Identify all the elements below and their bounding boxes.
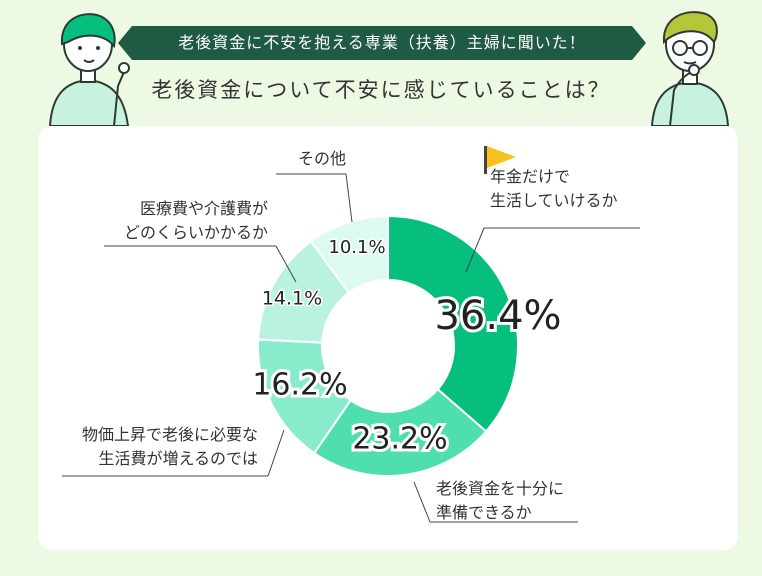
- category-label-4-line-2: どのくらいかかるか: [124, 223, 268, 242]
- slice-value-label-2: 23.2%: [352, 422, 447, 457]
- slice-value-label-1: 36.4%: [434, 293, 561, 339]
- category-label-1-line-1: 年金だけで: [490, 167, 570, 186]
- leader-line-4: [275, 245, 297, 283]
- banner-text: 老後資金に不安を抱える専業（扶養）主婦に聞いた！: [178, 33, 586, 52]
- leader-line-2: [413, 481, 431, 523]
- flag-pole: [484, 146, 487, 174]
- woman-illustration-icon: [48, 13, 130, 126]
- category-label-2-line-2: 準備できるか: [436, 503, 532, 522]
- category-label-2-line-1: 老後資金を十分に: [436, 479, 564, 498]
- category-label-3-line-2: 生活費が増えるのでは: [98, 449, 258, 468]
- slice-value-label-5: 10.1%: [328, 237, 385, 258]
- man-illustration-icon: [650, 11, 730, 126]
- chart-card: [38, 126, 738, 550]
- leader-line-1: [465, 227, 485, 273]
- leader-line-5: [345, 173, 353, 223]
- donut-slice-5: [309, 214, 389, 295]
- slice-value-label-4: 14.1%: [262, 288, 322, 310]
- category-label-4-line-1: 医療費や介護費が: [140, 199, 268, 218]
- flag-icon: [484, 146, 516, 174]
- leader-line-3: [267, 429, 285, 477]
- banner-ribbon: [118, 26, 646, 60]
- category-label-3-line-1: 物価上昇で老後に必要な: [82, 425, 258, 444]
- category-label-5-line-1: その他: [298, 149, 346, 168]
- flag-banner: [487, 146, 516, 168]
- donut-slice-2: [312, 387, 488, 477]
- donut-slice-1: [387, 214, 519, 433]
- slice-value-label-3: 16.2%: [252, 368, 347, 403]
- survey-banner: 老後資金に不安を抱える専業（扶養）主婦に聞いた！: [118, 26, 646, 60]
- category-label-1-line-2: 生活していけるか: [490, 191, 618, 210]
- page-title: 老後資金について不安に感じていることは？: [151, 78, 611, 102]
